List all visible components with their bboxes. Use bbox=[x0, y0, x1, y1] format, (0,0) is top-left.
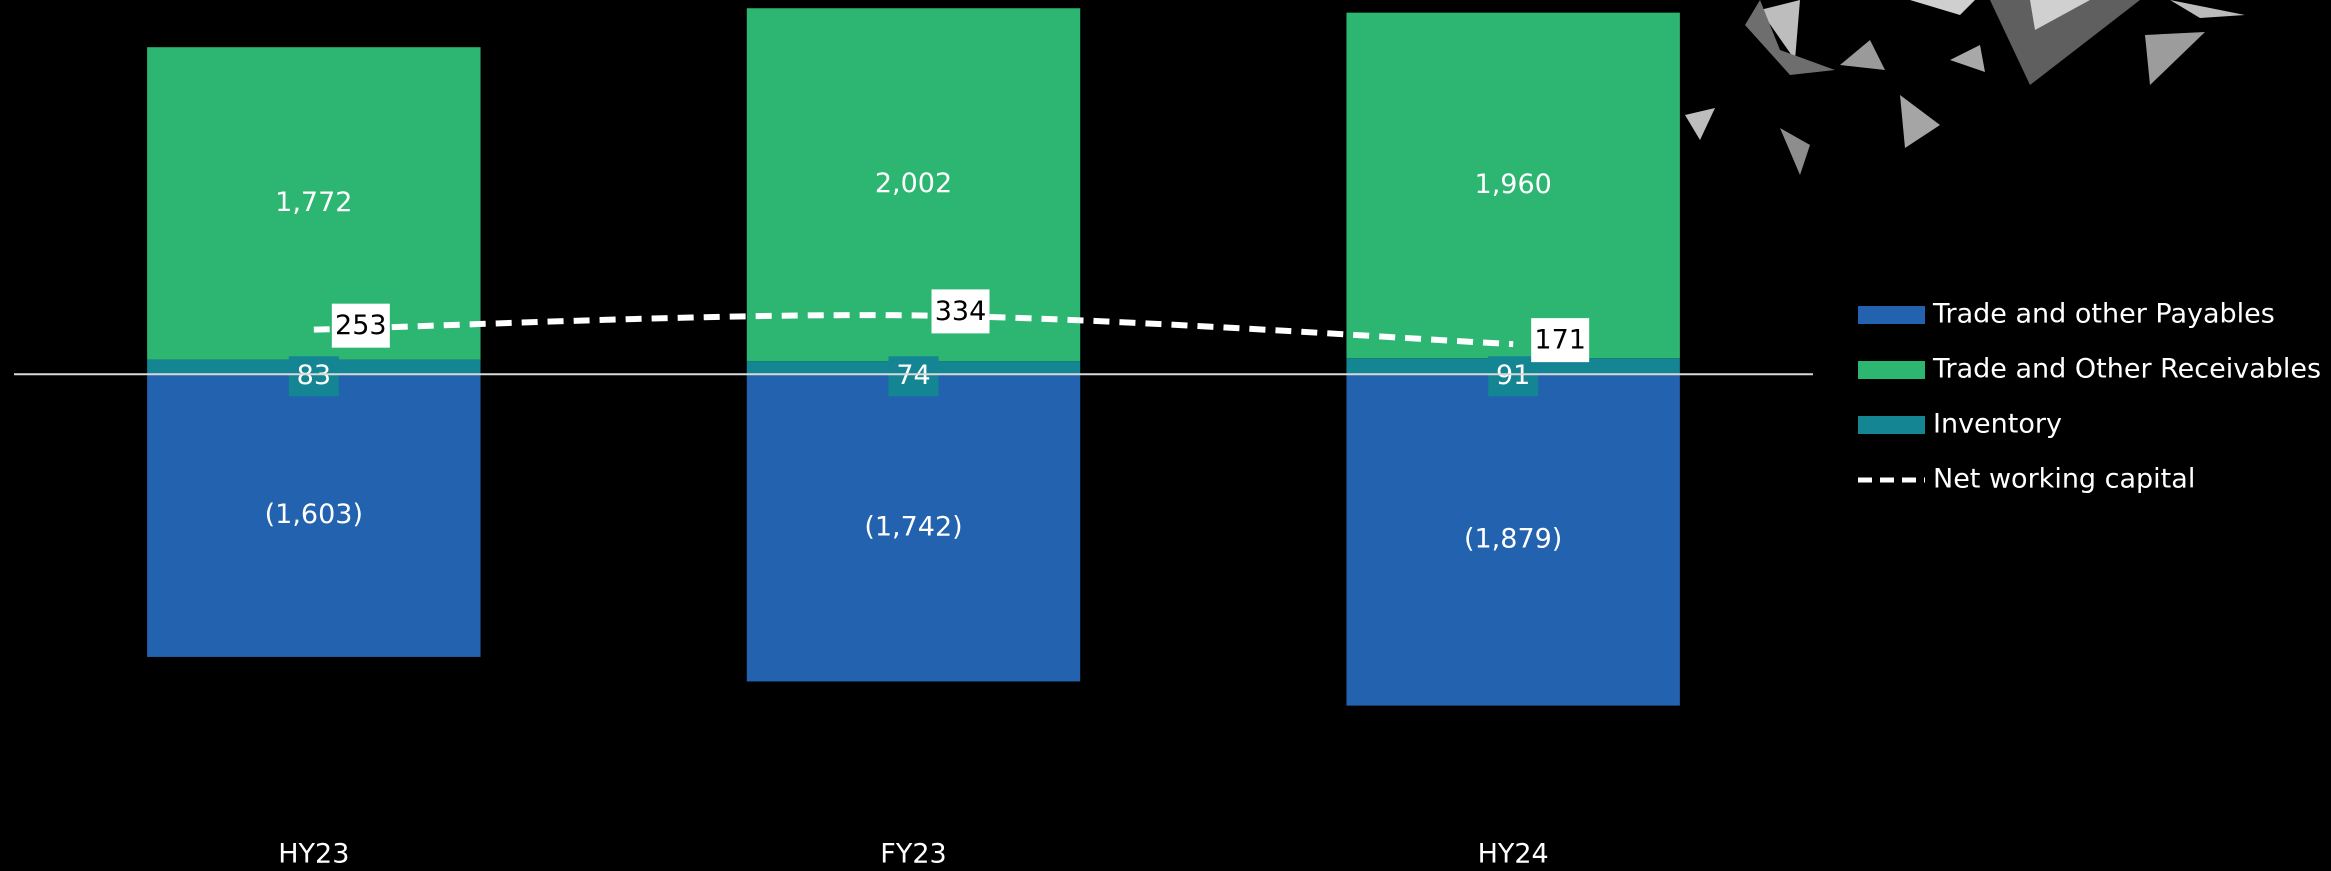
legend-label: Inventory bbox=[1933, 409, 2062, 440]
bar-segment bbox=[147, 47, 481, 360]
bar-segment bbox=[147, 374, 481, 657]
bar-segment bbox=[746, 374, 1081, 682]
data-label: 253 bbox=[335, 310, 387, 341]
decoration bbox=[1685, 0, 2245, 175]
data-label: (1,742) bbox=[864, 511, 962, 542]
legend-swatch bbox=[1858, 416, 1925, 434]
bar-segment bbox=[746, 8, 1081, 362]
data-label: (1,879) bbox=[1464, 523, 1562, 554]
data-label-box bbox=[1531, 318, 1590, 363]
bar-segment bbox=[1346, 374, 1680, 706]
data-label-box bbox=[888, 356, 939, 397]
data-label: 171 bbox=[1534, 325, 1586, 356]
x-tick-label: FY23 bbox=[880, 839, 946, 870]
data-label: 1,772 bbox=[275, 187, 352, 218]
legend-label: Net working capital bbox=[1933, 464, 2195, 495]
data-label-box bbox=[331, 303, 390, 348]
data-label: 334 bbox=[935, 296, 987, 327]
data-label: 2,002 bbox=[875, 168, 952, 199]
data-label: (1,603) bbox=[265, 499, 363, 530]
legend-label: Trade and Other Receivables bbox=[1932, 354, 2321, 385]
legend-swatch bbox=[1858, 306, 1925, 324]
x-tick-label: HY24 bbox=[1478, 839, 1549, 870]
x-tick-label: HY23 bbox=[278, 839, 349, 870]
data-label-box bbox=[288, 356, 339, 397]
line bbox=[313, 312, 1514, 348]
data-label: 1,960 bbox=[1475, 169, 1552, 200]
data-label-box bbox=[1488, 356, 1539, 397]
legend-swatch bbox=[1858, 361, 1925, 379]
data-label-box bbox=[931, 289, 990, 334]
legend-label: Trade and other Payables bbox=[1932, 299, 2275, 330]
bar-segment bbox=[1346, 12, 1680, 359]
